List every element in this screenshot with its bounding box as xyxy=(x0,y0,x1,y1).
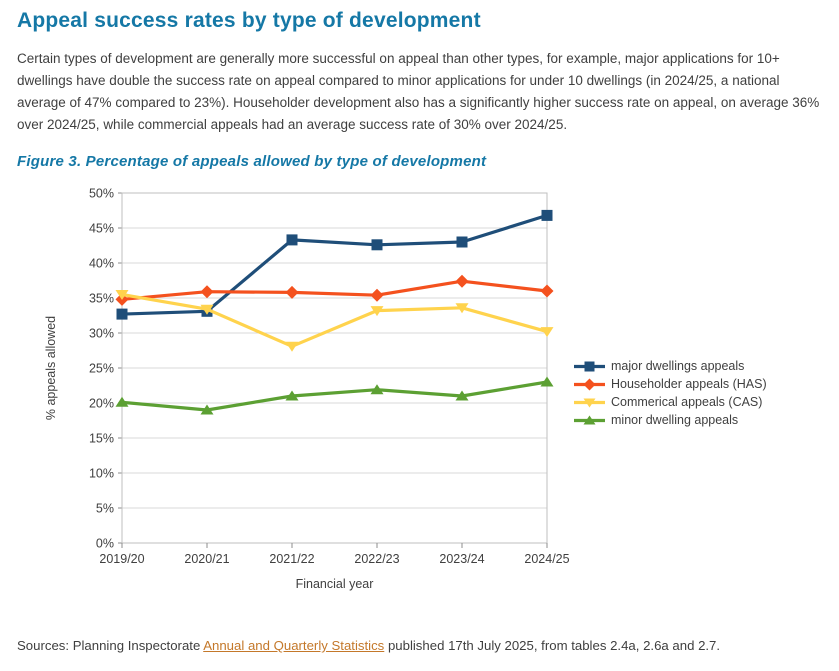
svg-text:2020/21: 2020/21 xyxy=(184,552,229,566)
svg-text:10%: 10% xyxy=(89,467,114,481)
svg-text:0%: 0% xyxy=(96,537,114,551)
legend-marker-triangle-up-icon xyxy=(574,415,605,424)
svg-text:2023/24: 2023/24 xyxy=(439,552,484,566)
chart-legend: major dwellings appeals Householder appe… xyxy=(574,357,767,429)
legend-marker-triangle-down-icon xyxy=(574,398,605,407)
svg-text:30%: 30% xyxy=(89,327,114,341)
legend-item-major-dwellings: major dwellings appeals xyxy=(574,357,767,375)
line-chart: 0% 5% 10% 15% 20% 25% 30% 35% 40% 45% 50% 2019/20 20… xyxy=(17,183,822,597)
svg-text:2021/22: 2021/22 xyxy=(269,552,314,566)
legend-item-commercial: Commerical appeals (CAS) xyxy=(574,393,767,411)
svg-text:2024/25: 2024/25 xyxy=(524,552,569,566)
chart-plot-area: 0% 5% 10% 15% 20% 25% 30% 35% 40% 45% 50% 2019/20 20… xyxy=(44,187,570,592)
sources-prefix: Sources: Planning Inspectorate xyxy=(17,638,204,653)
figure-caption: Figure 3. Percentage of appeals allowed … xyxy=(17,153,487,170)
legend-label: Commerical appeals (CAS) xyxy=(611,395,763,409)
legend-item-householder: Householder appeals (HAS) xyxy=(574,375,767,393)
svg-text:% appeals allowed: % appeals allowed xyxy=(44,316,58,420)
legend-item-minor-dwelling: minor dwelling appeals xyxy=(574,411,767,429)
svg-text:40%: 40% xyxy=(89,257,114,271)
legend-marker-diamond-icon xyxy=(574,378,605,390)
legend-label: Householder appeals (HAS) xyxy=(611,377,767,391)
svg-text:20%: 20% xyxy=(89,397,114,411)
svg-text:Financial year: Financial year xyxy=(296,577,374,591)
page: Appeal success rates by type of developm… xyxy=(0,9,839,671)
svg-text:45%: 45% xyxy=(89,222,114,236)
sources-suffix: published 17th July 2025, from tables 2.… xyxy=(384,638,721,653)
svg-text:35%: 35% xyxy=(89,292,114,306)
svg-text:15%: 15% xyxy=(89,432,114,446)
annual-quarterly-statistics-link[interactable]: Annual and Quarterly Statistics xyxy=(203,638,385,653)
legend-label: major dwellings appeals xyxy=(611,359,745,373)
page-title: Appeal success rates by type of developm… xyxy=(17,9,481,32)
sources-note: Sources: Planning Inspectorate Annual an… xyxy=(17,638,720,653)
legend-marker-square-icon xyxy=(574,361,605,371)
svg-text:2019/20: 2019/20 xyxy=(99,552,144,566)
svg-text:2022/23: 2022/23 xyxy=(354,552,399,566)
svg-text:25%: 25% xyxy=(89,362,114,376)
intro-paragraph: Certain types of development are general… xyxy=(17,51,820,132)
svg-text:50%: 50% xyxy=(89,187,114,201)
legend-label: minor dwelling appeals xyxy=(611,413,739,427)
svg-text:5%: 5% xyxy=(96,502,114,516)
